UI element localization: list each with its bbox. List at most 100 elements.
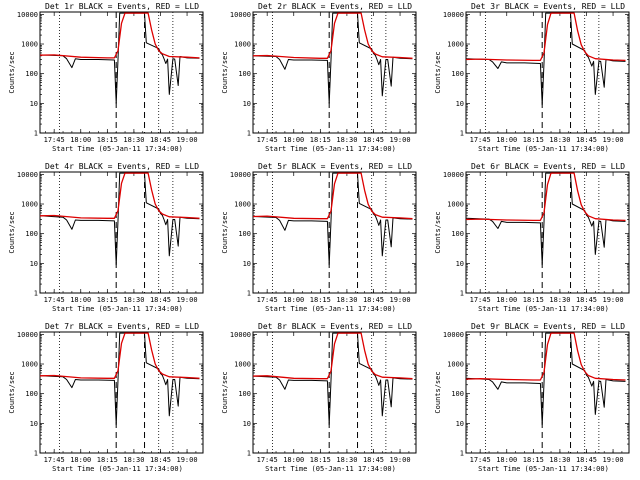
lld-series-line — [40, 332, 200, 379]
chart-title: Det 2r BLACK = Events, RED = LLD — [258, 2, 412, 11]
y-tick-label: 10 — [456, 100, 464, 108]
x-tick-label: 18:15 — [523, 296, 544, 304]
x-tick-label: 17:45 — [257, 456, 278, 464]
x-tick-label: 17:45 — [470, 456, 491, 464]
chart-title: Det 4r BLACK = Events, RED = LLD — [45, 162, 199, 171]
chart-svg: Det 3r BLACK = Events, RED = LLD 1 10 100 10… — [434, 2, 630, 153]
x-tick-label: 18:30 — [549, 456, 570, 464]
chart-svg: Det 5r BLACK = Events, RED = LLD 1 10 100 10… — [221, 162, 417, 313]
y-tick-label: 100 — [451, 230, 464, 238]
y-tick-label: 10000 — [443, 11, 464, 19]
series-group — [253, 12, 413, 104]
y-tick-label: 10000 — [230, 171, 251, 179]
x-tick-label: 19:00 — [390, 456, 411, 464]
chart-svg: Det 1r BLACK = Events, RED = LLD 1 10 100 10… — [8, 2, 204, 153]
x-tick-label: 18:15 — [97, 136, 118, 144]
x-tick-label: 18:45 — [576, 136, 597, 144]
y-tick-label: 100 — [25, 390, 38, 398]
y-tick-label: 10000 — [230, 11, 251, 19]
x-tick-label: 18:00 — [283, 136, 304, 144]
y-tick-label: 10000 — [17, 171, 38, 179]
axes-frame — [39, 11, 204, 134]
x-tick-label: 19:00 — [390, 296, 411, 304]
x-tick-label: 17:45 — [257, 136, 278, 144]
y-axis-label: Counts/sec — [8, 371, 16, 413]
y-tick-label: 10 — [243, 260, 251, 268]
x-tick-label: 18:45 — [150, 136, 171, 144]
chart-panel: Det 7r BLACK = Events, RED = LLD 1 10 100 10… — [0, 320, 213, 480]
chart-panel: Det 3r BLACK = Events, RED = LLD 1 10 100 10… — [426, 0, 639, 160]
x-tick-label: 18:00 — [283, 456, 304, 464]
y-tick-label: 10 — [30, 420, 38, 428]
x-tick-label: 17:45 — [470, 136, 491, 144]
y-tick-label: 1 — [34, 130, 38, 138]
x-axis-label: Start Time (05-Jan-11 17:34:00) — [478, 465, 609, 473]
x-tick-label: 19:00 — [177, 296, 198, 304]
chart-panel: Det 5r BLACK = Events, RED = LLD 1 10 100 10… — [213, 160, 426, 320]
axes-frame — [252, 331, 417, 454]
chart-title: Det 5r BLACK = Events, RED = LLD — [258, 162, 412, 171]
y-tick-label: 1 — [247, 450, 251, 458]
x-tick-label: 18:00 — [496, 456, 517, 464]
x-axis-label: Start Time (05-Jan-11 17:34:00) — [52, 465, 183, 473]
chart-svg: Det 7r BLACK = Events, RED = LLD 1 10 100 10… — [8, 322, 204, 473]
x-tick-label: 19:00 — [603, 456, 624, 464]
x-tick-label: 19:00 — [390, 136, 411, 144]
y-tick-label: 1000 — [234, 201, 251, 209]
y-axis-label: Counts/sec — [8, 211, 16, 253]
x-axis-label: Start Time (05-Jan-11 17:34:00) — [478, 305, 609, 313]
y-tick-label: 1 — [247, 130, 251, 138]
chart-panel: Det 9r BLACK = Events, RED = LLD 1 10 100 10… — [426, 320, 639, 480]
x-tick-label: 18:15 — [97, 456, 118, 464]
chart-title: Det 9r BLACK = Events, RED = LLD — [471, 322, 625, 331]
x-tick-label: 18:45 — [150, 296, 171, 304]
x-tick-label: 18:00 — [496, 296, 517, 304]
series-group — [40, 12, 200, 104]
y-tick-label: 1000 — [447, 361, 464, 369]
y-tick-label: 1000 — [447, 41, 464, 49]
series-group — [466, 12, 626, 106]
x-axis-label: Start Time (05-Jan-11 17:34:00) — [52, 305, 183, 313]
x-tick-label: 18:15 — [97, 296, 118, 304]
series-group — [466, 332, 626, 426]
x-tick-label: 18:30 — [123, 296, 144, 304]
x-tick-label: 18:30 — [123, 456, 144, 464]
axes-frame — [465, 11, 630, 134]
chart-panel: Det 1r BLACK = Events, RED = LLD 1 10 100 10… — [0, 0, 213, 160]
x-tick-label: 18:00 — [496, 136, 517, 144]
chart-panel: Det 8r BLACK = Events, RED = LLD 1 10 100 10… — [213, 320, 426, 480]
x-tick-label: 18:15 — [310, 456, 331, 464]
x-tick-label: 18:00 — [70, 456, 91, 464]
y-axis-label: Counts/sec — [221, 371, 229, 413]
chart-title: Det 3r BLACK = Events, RED = LLD — [471, 2, 625, 11]
y-tick-label: 1 — [460, 450, 464, 458]
series-group — [466, 172, 626, 266]
axes-frame — [465, 331, 630, 454]
x-tick-label: 18:00 — [283, 296, 304, 304]
y-tick-label: 100 — [25, 230, 38, 238]
chart-title: Det 8r BLACK = Events, RED = LLD — [258, 322, 412, 331]
y-tick-label: 1 — [460, 130, 464, 138]
y-tick-label: 100 — [238, 390, 251, 398]
y-tick-label: 1000 — [234, 361, 251, 369]
x-axis-label: Start Time (05-Jan-11 17:34:00) — [52, 145, 183, 153]
chart-svg: Det 2r BLACK = Events, RED = LLD 1 10 100 10… — [221, 2, 417, 153]
chart-svg: Det 8r BLACK = Events, RED = LLD 1 10 100 10… — [221, 322, 417, 473]
axes-frame — [39, 171, 204, 294]
events-series-line — [466, 12, 626, 106]
x-axis-label: Start Time (05-Jan-11 17:34:00) — [265, 465, 396, 473]
y-axis-label: Counts/sec — [221, 211, 229, 253]
x-tick-label: 18:30 — [336, 296, 357, 304]
y-tick-label: 10 — [243, 420, 251, 428]
x-tick-label: 17:45 — [470, 296, 491, 304]
x-tick-label: 17:45 — [257, 296, 278, 304]
x-tick-label: 18:45 — [576, 456, 597, 464]
y-tick-label: 100 — [451, 70, 464, 78]
series-group — [40, 172, 200, 266]
axes-frame — [252, 11, 417, 134]
x-tick-label: 19:00 — [603, 136, 624, 144]
x-tick-label: 18:15 — [310, 136, 331, 144]
lld-series-line — [253, 12, 413, 59]
y-tick-label: 1000 — [234, 41, 251, 49]
